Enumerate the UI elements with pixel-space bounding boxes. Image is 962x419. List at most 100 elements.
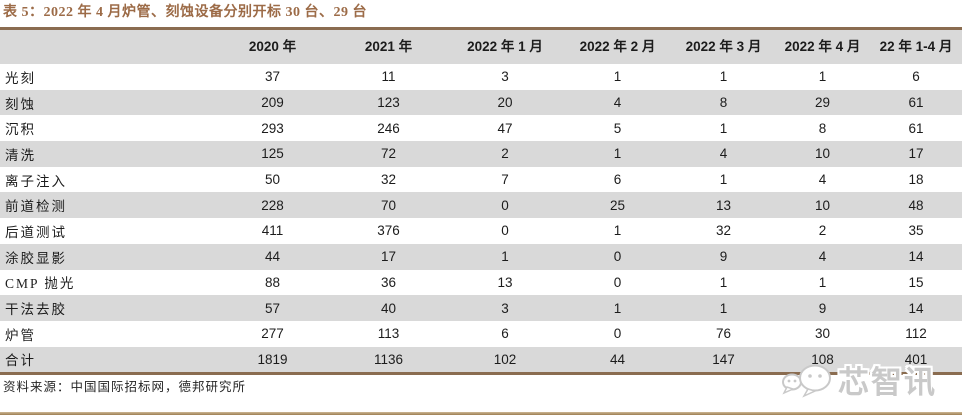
cell-value: 1 — [613, 223, 622, 239]
cell-value: 2 — [501, 146, 509, 162]
cell-value: 1 — [501, 249, 509, 265]
cell-value: 10 — [814, 146, 831, 162]
column-header: 2022 年 4 月 — [775, 28, 870, 64]
cell-value: 9 — [818, 300, 827, 316]
column-header: 22 年 1-4 月 — [870, 28, 962, 64]
cell-value: 112 — [905, 326, 927, 342]
equipment-bid-table: 2020 年 2021 年 2022 年 1 月 2022 年 2 月 2022 年 3… — [0, 27, 962, 376]
cell-value: 147 — [712, 351, 735, 367]
cell-value: 17 — [908, 146, 924, 162]
cell-value: 61 — [908, 120, 924, 136]
cell-value: 3 — [501, 300, 509, 316]
cell-value: 209 — [261, 95, 284, 111]
cell-value: 70 — [380, 197, 397, 213]
cell-value: 1 — [719, 120, 728, 136]
cell-value: 88 — [264, 274, 281, 290]
cell-value: 4 — [818, 172, 827, 188]
table-row: 干法去胶 57 40 3 1 1 9 14 — [0, 295, 962, 321]
cell-value: 29 — [814, 95, 831, 111]
cell-value: 11 — [381, 69, 396, 85]
cell-value: 14 — [908, 249, 924, 265]
cell-value: 36 — [380, 274, 397, 290]
cell-value: 102 — [493, 351, 517, 367]
cell-value: 1136 — [373, 351, 404, 367]
row-label: 涂胶显影 — [5, 250, 67, 266]
cell-value: 6 — [501, 326, 509, 342]
source-note: 资料来源：中国国际招标网，德邦研究所 — [3, 380, 247, 394]
cell-value: 125 — [261, 146, 284, 162]
table-container: 2020 年 2021 年 2022 年 1 月 2022 年 2 月 2022 年 3… — [0, 27, 962, 376]
column-header: 2022 年 1 月 — [447, 28, 563, 64]
row-label: 光刻 — [5, 70, 36, 86]
cell-value: 76 — [715, 326, 732, 342]
row-label: 干法去胶 — [5, 302, 67, 318]
table-row: 离子注入 50 32 7 6 1 4 18 — [0, 167, 962, 193]
row-label: 刻蚀 — [5, 96, 36, 112]
cell-value: 7 — [501, 172, 509, 188]
cell-value: 40 — [380, 300, 397, 316]
cell-value: 1819 — [257, 351, 288, 367]
cell-value: 1 — [719, 69, 728, 85]
cell-value: 123 — [377, 95, 400, 111]
table-header-row: 2020 年 2021 年 2022 年 1 月 2022 年 2 月 2022 年 3… — [0, 28, 962, 64]
row-label: 后道测试 — [5, 224, 67, 240]
cell-value: 10 — [814, 197, 831, 213]
cell-value: 4 — [719, 146, 728, 162]
cell-value: 6 — [912, 69, 920, 85]
cell-value: 1 — [719, 300, 728, 316]
cell-value: 2 — [818, 223, 827, 239]
cell-value: 0 — [501, 197, 509, 213]
cell-value: 0 — [613, 326, 622, 342]
cell-value: 35 — [908, 223, 924, 239]
cell-value: 5 — [613, 120, 622, 136]
cell-value: 8 — [818, 120, 827, 136]
row-label: 炉管 — [5, 327, 36, 343]
cell-value: 48 — [908, 197, 924, 213]
table-row: 清洗 125 72 2 1 4 10 17 — [0, 141, 962, 167]
cell-value: 1 — [719, 172, 728, 188]
cell-value: 9 — [719, 249, 728, 265]
cell-value: 113 — [377, 326, 400, 342]
cell-value: 14 — [908, 300, 924, 316]
cell-value: 13 — [715, 197, 732, 213]
table-title: 表 5：2022 年 4 月炉管、刻蚀设备分别开标 30 台、29 台 — [3, 5, 367, 20]
cell-value: 18 — [908, 172, 924, 188]
cell-value: 6 — [613, 172, 622, 188]
cell-value: 228 — [261, 197, 284, 213]
cell-value: 32 — [715, 223, 732, 239]
cell-value: 20 — [497, 95, 513, 111]
column-header: 2021 年 — [330, 28, 447, 64]
cell-value: 1 — [719, 274, 728, 290]
table-row: 光刻 37 11 3 1 1 1 6 — [0, 64, 962, 90]
row-label: 清洗 — [5, 147, 36, 163]
cell-value: 246 — [377, 120, 400, 136]
table-row: 涂胶显影 44 17 1 0 9 4 14 — [0, 243, 962, 270]
cell-value: 411 — [261, 223, 284, 239]
cell-value: 44 — [609, 351, 626, 367]
cell-value: 1 — [818, 274, 827, 290]
row-label-column-header — [0, 28, 215, 64]
row-label: 沉积 — [5, 122, 36, 138]
cell-value: 1 — [613, 300, 622, 316]
cell-value: 8 — [719, 95, 728, 111]
cell-value: 72 — [380, 146, 397, 162]
cell-value: 57 — [264, 300, 281, 316]
cell-value: 13 — [497, 274, 513, 290]
cell-value: 61 — [908, 95, 924, 111]
cell-value: 32 — [380, 172, 397, 188]
cell-value: 30 — [814, 326, 831, 342]
row-label: CMP 抛光 — [5, 276, 76, 292]
table-row: CMP 抛光 88 36 13 0 1 1 15 — [0, 270, 962, 296]
cell-value: 401 — [904, 351, 928, 367]
cell-value: 44 — [264, 249, 281, 265]
cell-value: 4 — [818, 249, 827, 265]
cell-value: 0 — [613, 249, 622, 265]
row-label: 前道检测 — [5, 199, 67, 215]
cell-value: 1 — [613, 69, 622, 85]
table-row: 炉管 277 113 6 0 76 30 112 — [0, 321, 962, 347]
cell-value: 1 — [613, 146, 622, 162]
cell-value: 277 — [261, 326, 284, 342]
row-label: 合计 — [5, 353, 36, 369]
cell-value: 25 — [609, 197, 626, 213]
cell-value: 376 — [377, 223, 400, 239]
